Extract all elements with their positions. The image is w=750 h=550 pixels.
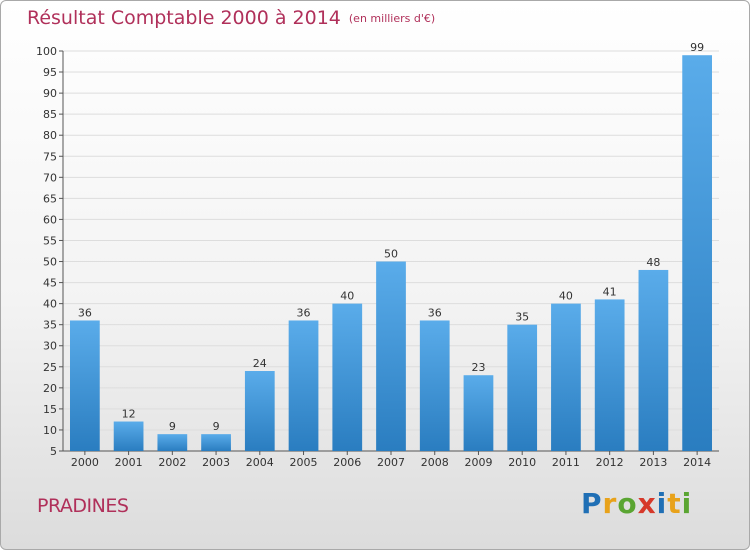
y-tick-label: 90: [43, 87, 57, 100]
bar-2014: [682, 55, 713, 452]
y-tick-label: 100: [36, 45, 57, 58]
bar-value-label: 36: [428, 306, 442, 319]
bar-value-label: 40: [340, 290, 354, 303]
y-tick-label: 95: [43, 66, 57, 79]
x-tick-label: 2000: [71, 456, 99, 469]
y-tick-label: 55: [43, 234, 57, 247]
y-tick-label: 65: [43, 192, 57, 205]
bar-2000: [69, 320, 100, 451]
bar-value-label: 9: [169, 420, 176, 433]
x-tick-label: 2005: [290, 456, 318, 469]
bar-2003: [201, 434, 231, 451]
chart-title-text: Résultat Comptable 2000 à 2014: [27, 7, 341, 29]
bar-2009: [463, 375, 494, 451]
bar-layer: [69, 55, 713, 452]
logo-letter: i: [681, 487, 693, 520]
bar-value-label: 99: [690, 41, 704, 54]
logo-letter: o: [617, 487, 638, 520]
x-tick-label: 2001: [115, 456, 143, 469]
y-tick-label: 20: [43, 382, 57, 395]
logo-letter: r: [602, 487, 618, 520]
bar-2005: [288, 320, 319, 451]
x-tick-label: 2007: [377, 456, 405, 469]
bar-2007: [376, 261, 406, 451]
x-tick-label: 2013: [639, 456, 667, 469]
bar-value-label: 36: [297, 306, 311, 319]
y-tick-label: 60: [43, 213, 57, 226]
x-tick-label: 2008: [421, 456, 449, 469]
y-tick-label: 10: [43, 424, 57, 437]
bar-2012: [594, 299, 625, 451]
y-tick-label: 35: [43, 319, 57, 332]
bar-value-label: 36: [78, 306, 92, 319]
x-tick-label: 2014: [683, 456, 711, 469]
bar-value-label: 50: [384, 248, 398, 261]
x-tick-label: 2010: [508, 456, 536, 469]
bar-value-label: 48: [646, 256, 660, 269]
bar-value-label: 35: [515, 311, 529, 324]
bar-2006: [332, 303, 363, 451]
logo-letter: i: [656, 487, 668, 520]
x-tick-label: 2006: [333, 456, 361, 469]
bar-2010: [507, 324, 538, 451]
y-tick-label: 15: [43, 403, 57, 416]
bar-2011: [551, 303, 581, 451]
bar-value-label: 23: [471, 361, 485, 374]
bar-value-label: 40: [559, 290, 573, 303]
y-tick-label: 70: [43, 171, 57, 184]
y-tick-label: 40: [43, 298, 57, 311]
x-tick-label: 2002: [158, 456, 186, 469]
bar-2004: [244, 371, 275, 451]
commune-name: PRADINES: [37, 495, 129, 517]
y-tick-label: 75: [43, 150, 57, 163]
logo-letter: x: [637, 487, 657, 520]
y-tick-label: 45: [43, 277, 57, 290]
y-tick-label: 80: [43, 129, 57, 142]
y-tick-label: 5: [50, 445, 57, 458]
x-tick-label: 2009: [464, 456, 492, 469]
logo-letter: P: [581, 487, 603, 520]
y-tick-label: 50: [43, 256, 57, 269]
bar-value-label: 24: [253, 357, 267, 370]
x-tick-label: 2011: [552, 456, 580, 469]
chart-title: Résultat Comptable 2000 à 2014 (en millie…: [27, 7, 435, 29]
bar-2001: [113, 421, 144, 451]
bar-value-label: 12: [122, 408, 136, 421]
brand-logo: Proxiti: [581, 487, 692, 520]
chart-unit: (en milliers d'€): [348, 12, 436, 25]
x-tick-label: 2012: [596, 456, 624, 469]
bar-2002: [157, 434, 188, 451]
bar-value-label: 9: [213, 420, 220, 433]
logo-letter: t: [667, 487, 682, 520]
bar-2008: [419, 320, 450, 451]
bar-value-label: 41: [603, 285, 617, 298]
y-tick-label: 30: [43, 340, 57, 353]
y-tick-label: 25: [43, 361, 57, 374]
x-tick-label: 2004: [246, 456, 274, 469]
y-tick-label: 85: [43, 108, 57, 121]
x-tick-label: 2003: [202, 456, 230, 469]
bar-2013: [638, 269, 669, 451]
